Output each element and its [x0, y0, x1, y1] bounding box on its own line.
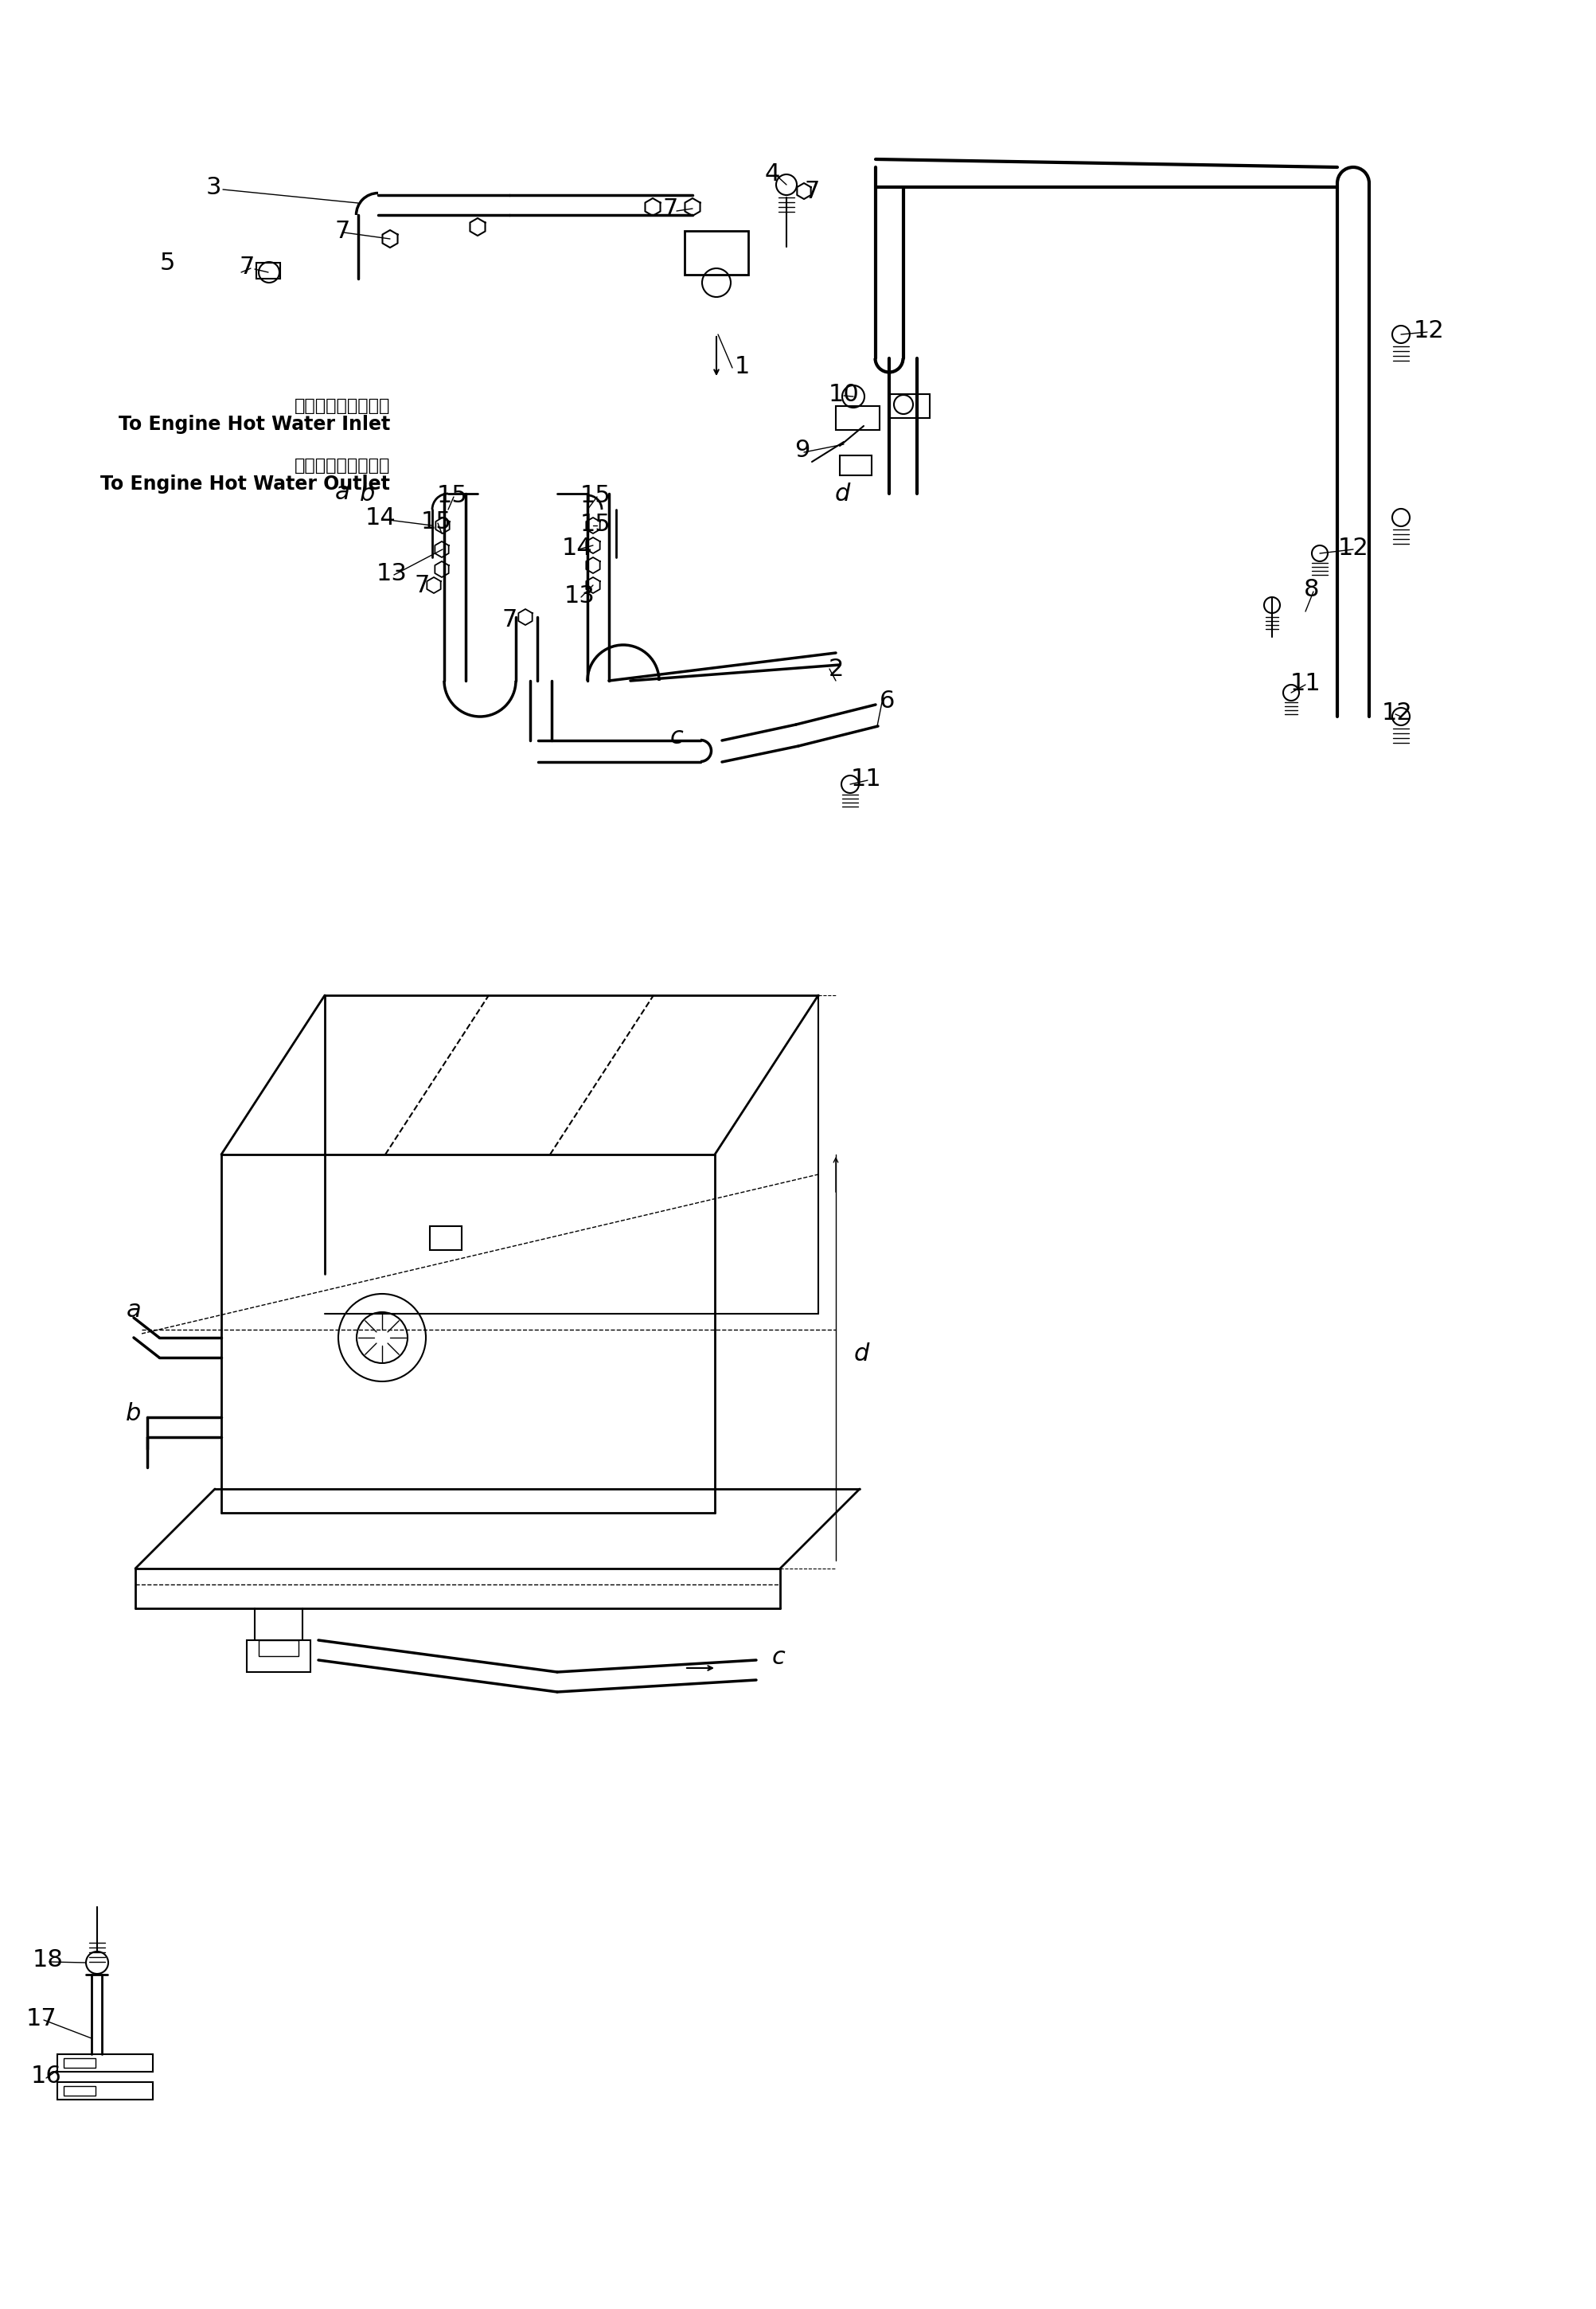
Bar: [259, 1639, 298, 1656]
Bar: [57, 2055, 153, 2071]
Text: 7: 7: [335, 219, 350, 242]
Text: 12: 12: [1412, 319, 1443, 342]
Bar: [64, 2085, 96, 2097]
Text: 7: 7: [239, 256, 254, 279]
Text: 17: 17: [26, 2007, 57, 2030]
Text: 9: 9: [795, 439, 809, 462]
Text: To Engine Hot Water Inlet: To Engine Hot Water Inlet: [118, 416, 389, 434]
Text: 15: 15: [579, 513, 611, 536]
Text: 13: 13: [377, 561, 407, 584]
Text: 8: 8: [1304, 577, 1318, 600]
Text: a: a: [126, 1298, 140, 1321]
Text: 15: 15: [579, 483, 611, 506]
Text: 10: 10: [828, 383, 859, 406]
Text: To Engine Hot Water Outlet: To Engine Hot Water Outlet: [101, 476, 389, 494]
Text: 7: 7: [413, 573, 429, 596]
Text: 7: 7: [501, 607, 517, 630]
Text: 12: 12: [1337, 536, 1368, 559]
Text: 5: 5: [160, 252, 176, 275]
Text: 3: 3: [206, 175, 220, 199]
Text: d: d: [854, 1342, 868, 1365]
Text: 11: 11: [1290, 672, 1320, 695]
Text: 15: 15: [421, 510, 452, 533]
Bar: [247, 1639, 310, 1672]
Text: 18: 18: [32, 1949, 64, 1972]
Text: d: d: [835, 483, 849, 506]
Bar: [839, 455, 871, 476]
Bar: [57, 2083, 153, 2099]
Bar: [429, 1226, 461, 1249]
Text: 15: 15: [436, 483, 468, 506]
Text: c: c: [670, 725, 683, 748]
Text: b: b: [126, 1402, 142, 1425]
Text: 13: 13: [563, 584, 595, 607]
Text: 7: 7: [662, 196, 678, 219]
Bar: [889, 395, 929, 418]
Text: 14: 14: [562, 536, 592, 559]
Text: エンジン温水出口へ: エンジン温水出口へ: [294, 457, 389, 473]
Bar: [685, 231, 749, 275]
Text: 4: 4: [764, 162, 779, 185]
Text: c: c: [771, 1646, 785, 1669]
Text: 6: 6: [879, 688, 895, 711]
Text: 7: 7: [804, 180, 819, 203]
Text: 16: 16: [30, 2064, 62, 2087]
Bar: [257, 263, 279, 279]
Text: 1: 1: [734, 356, 749, 379]
Text: 14: 14: [365, 506, 396, 529]
Text: a: a: [335, 480, 350, 503]
Text: エンジン温水入口へ: エンジン温水入口へ: [294, 397, 389, 413]
Bar: [835, 406, 879, 429]
Text: b: b: [359, 483, 375, 506]
Text: 2: 2: [828, 658, 843, 681]
Bar: [64, 2057, 96, 2069]
Text: 11: 11: [851, 767, 881, 790]
Text: 12: 12: [1381, 702, 1412, 725]
